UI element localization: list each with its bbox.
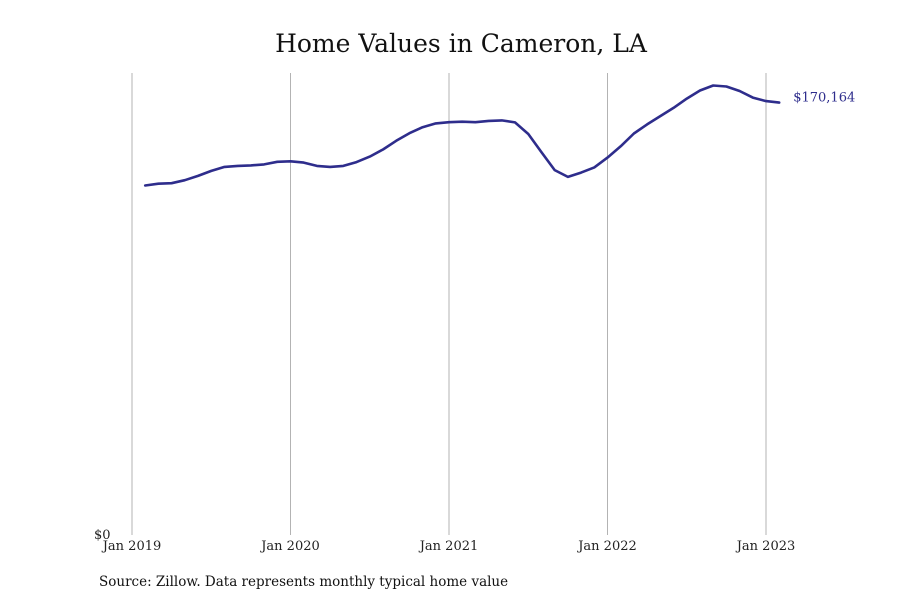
axis-labels: Jan 2019 Jan 2020 Jan 2021 Jan 2022 Jan 2023… [94,528,795,554]
gridlines [131,73,767,535]
x-tick-label: Jan 2019 [101,539,162,554]
x-tick-label: Jan 2023 [735,539,796,554]
series-line [143,84,781,187]
series-layer: $170,164 [143,84,855,187]
chart-title: Home Values in Cameron, LA [275,29,648,58]
source-note: Source: Zillow. Data represents monthly … [99,574,508,590]
end-value-label: $170,164 [793,91,855,106]
x-tick-label: Jan 2021 [418,539,479,554]
x-tick-label: Jan 2022 [576,539,637,554]
x-tick-label: Jan 2020 [259,539,320,554]
y-tick-label: $0 [94,528,111,543]
